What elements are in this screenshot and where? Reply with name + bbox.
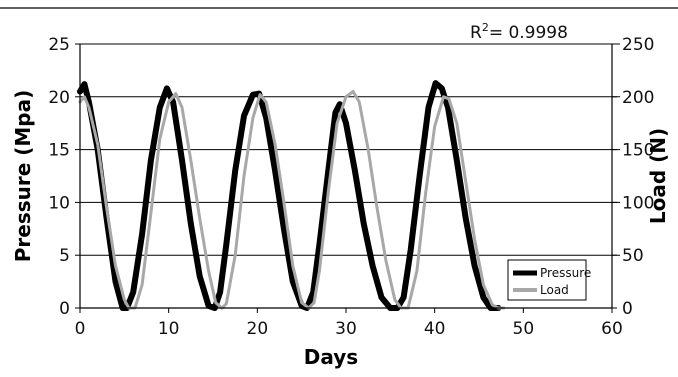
legend: Pressure Load [507, 259, 591, 301]
x-tick-label: 50 [513, 319, 535, 339]
y-right-tick-label: 0 [622, 299, 633, 319]
series-line-load [78, 90, 506, 310]
legend-label-load: Load [540, 283, 569, 297]
legend-box [507, 259, 587, 301]
plot-frame [75, 43, 617, 313]
x-tick-label: 60 [601, 319, 623, 339]
legend-label-pressure: Pressure [540, 266, 591, 280]
y-right-tick-label: 100 [622, 193, 654, 213]
y-left-tick-label: 15 [48, 141, 70, 161]
y-right-tick-label: 150 [622, 141, 654, 161]
x-tick-label: 0 [75, 319, 86, 339]
y-right-tick-label: 200 [622, 88, 654, 108]
r-squared-annotation: R2= 0.9998 [470, 21, 568, 43]
x-tick-label: 40 [424, 319, 446, 339]
x-tick-label: 20 [247, 319, 269, 339]
x-axis-title: Days [304, 345, 358, 369]
y-axis-right-title: Load (N) [646, 128, 670, 224]
y-right-tick-label: 250 [622, 35, 654, 55]
y-left-tick-label: 10 [48, 193, 70, 213]
series-group [77, 80, 506, 311]
y-left-tick-label: 25 [48, 35, 70, 55]
series-line-pressure [77, 80, 502, 311]
y-left-tick-label: 5 [59, 246, 70, 266]
y-left-tick-label: 20 [48, 88, 70, 108]
y-left-tick-label: 0 [59, 299, 70, 319]
x-tick-label: 30 [335, 319, 357, 339]
y-right-tick-label: 50 [622, 246, 644, 266]
y-axis-left-title: Pressure (Mpa) [11, 90, 35, 263]
x-tick-label: 10 [158, 319, 180, 339]
